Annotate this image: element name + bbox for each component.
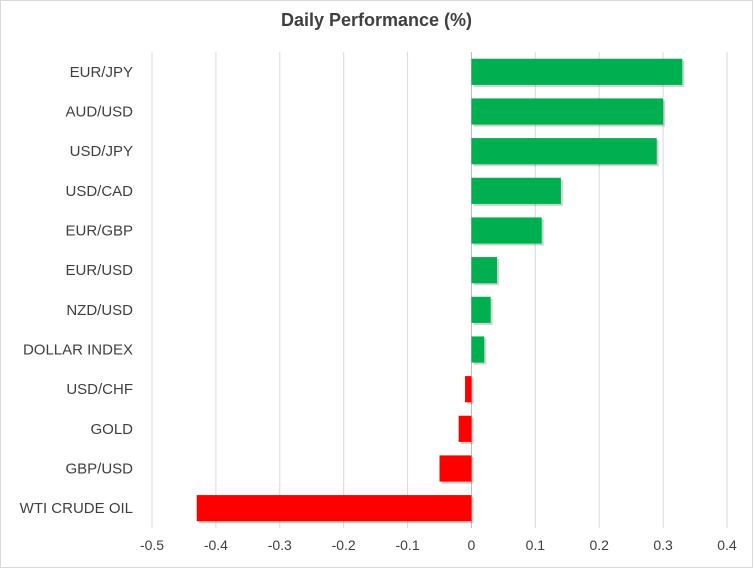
bar-nzd-usd — [471, 296, 491, 323]
category-label: GBP/USD — [65, 461, 133, 478]
category-label: AUD/USD — [65, 104, 133, 121]
bar-usd-cad — [471, 177, 561, 204]
category-label: USD/CAD — [65, 183, 133, 200]
category-label: WTI CRUDE OIL — [20, 500, 133, 517]
x-tick-label: 0.1 — [526, 537, 546, 553]
bar-gbp-usd — [439, 455, 472, 482]
x-tick-label: 0.4 — [717, 537, 737, 553]
x-tick-label: -0.2 — [332, 537, 356, 553]
category-label: USD/CHF — [66, 381, 133, 398]
gridlines — [151, 52, 728, 528]
chart-title: Daily Performance (%) — [280, 10, 473, 30]
x-tick-label: 0.2 — [589, 537, 609, 553]
category-labels: EUR/JPY AUD/USD USD/JPY USD/CAD EUR/GBP EUR/U… — [20, 64, 134, 517]
category-label: NZD/USD — [66, 302, 133, 319]
x-tick-label: 0.3 — [653, 537, 673, 553]
category-label: DOLLAR INDEX — [23, 342, 133, 359]
bar-eur-jpy — [471, 58, 683, 85]
x-tick-label: -0.1 — [395, 537, 419, 553]
bar-usd-chf — [465, 376, 472, 403]
bar-eur-usd — [471, 257, 497, 284]
category-label: USD/JPY — [70, 143, 133, 160]
bars — [196, 58, 685, 524]
bar-aud-usd — [471, 98, 664, 125]
x-tick-label: -0.5 — [140, 537, 164, 553]
x-tick-label: -0.3 — [268, 537, 292, 553]
x-tick-label: 0 — [468, 537, 476, 553]
bar-eur-gbp — [471, 217, 542, 244]
x-tick-label: -0.4 — [204, 537, 228, 553]
bar-gold — [458, 415, 472, 442]
category-label: EUR/GBP — [65, 223, 133, 240]
category-label: EUR/USD — [65, 262, 133, 279]
category-label: EUR/JPY — [70, 64, 133, 81]
bar-wti-crude-oil — [196, 495, 472, 522]
category-label: GOLD — [90, 421, 133, 438]
bar-usd-jpy — [471, 138, 657, 165]
bar-dollar-index — [471, 336, 485, 363]
x-tick-labels: -0.5 -0.4 -0.3 -0.2 -0.1 0 0.1 0.2 0.3 0.4 — [140, 537, 737, 553]
